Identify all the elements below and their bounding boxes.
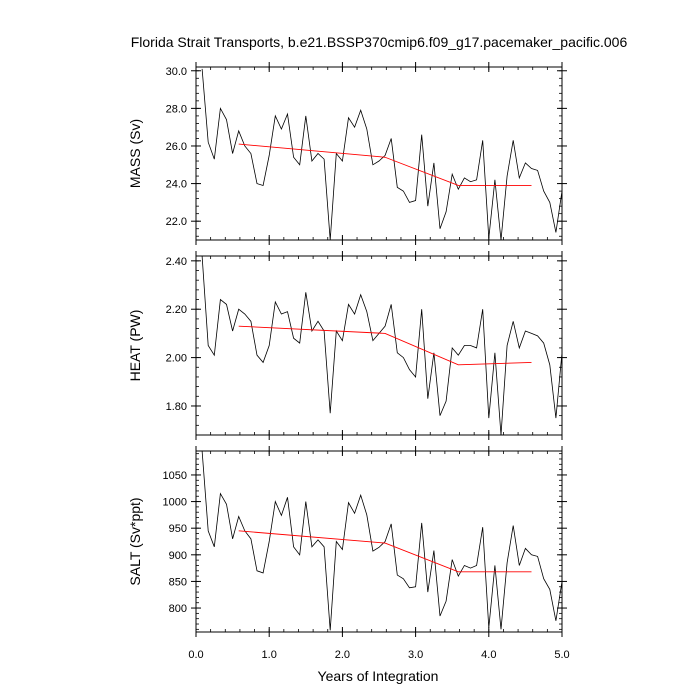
series-line-black bbox=[201, 68, 562, 240]
x-tick-label: 2.0 bbox=[335, 649, 350, 661]
series-line-black bbox=[201, 256, 562, 435]
y-tick-label: 1.80 bbox=[166, 401, 187, 413]
y-tick-label: 24.0 bbox=[166, 179, 187, 191]
x-tick-label: 0.0 bbox=[188, 649, 203, 661]
y-tick-label: 800 bbox=[169, 603, 187, 615]
y-axis-label: MASS (Sv) bbox=[127, 119, 143, 188]
panel-frame bbox=[195, 450, 563, 633]
y-tick-label: 22.0 bbox=[166, 216, 187, 228]
series-line-red bbox=[238, 325, 532, 366]
series-line-red bbox=[238, 143, 532, 186]
panel-2: 1.80 2.00 2.20 2.40 HEAT (PW) bbox=[127, 251, 567, 440]
x-tick-label: 1.0 bbox=[262, 649, 277, 661]
y-axis-label: HEAT (PW) bbox=[127, 310, 143, 382]
x-axis-label: Years of Integration bbox=[318, 668, 439, 684]
y-tick-label: 26.0 bbox=[166, 141, 187, 153]
y-tick-label: 30.0 bbox=[166, 66, 187, 78]
panel-1: 22.0 24.0 26.0 28.0 30.0 MASS (Sv) bbox=[127, 62, 567, 245]
y-tick-label: 950 bbox=[169, 523, 187, 535]
panels-layer: 22.0 24.0 26.0 28.0 30.0 MASS (Sv) 1.80 2.00 2.2… bbox=[127, 62, 570, 661]
panel-3: 800 850 900 950 1000 1050 SALT (Sv*ppt) 0.0 1.0 2… bbox=[127, 446, 570, 661]
series-line-black bbox=[201, 451, 562, 631]
x-tick-label: 3.0 bbox=[408, 649, 423, 661]
y-tick-label: 28.0 bbox=[166, 103, 187, 115]
x-tick-label: 5.0 bbox=[554, 649, 569, 661]
y-tick-label: 1050 bbox=[163, 470, 187, 482]
y-tick-label: 900 bbox=[169, 550, 187, 562]
y-tick-label: 2.00 bbox=[166, 353, 187, 365]
series-line-red bbox=[238, 530, 532, 573]
y-tick-label: 1000 bbox=[163, 497, 187, 509]
y-tick-label: 2.40 bbox=[166, 256, 187, 268]
y-tick-label: 2.20 bbox=[166, 304, 187, 316]
panel-frame bbox=[195, 255, 563, 436]
chart-title: Florida Strait Transports, b.e21.BSSP370… bbox=[131, 34, 628, 50]
x-tick-label: 4.0 bbox=[481, 649, 496, 661]
y-tick-label: 850 bbox=[169, 576, 187, 588]
y-axis-label: SALT (Sv*ppt) bbox=[127, 497, 143, 585]
